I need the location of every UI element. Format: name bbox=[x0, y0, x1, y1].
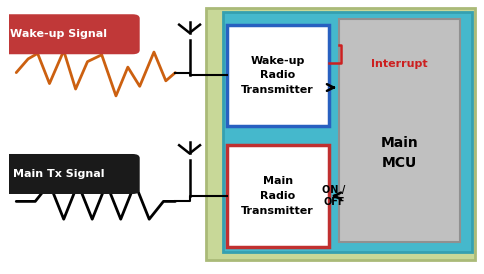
Text: Main
MCU: Main MCU bbox=[381, 136, 419, 170]
FancyBboxPatch shape bbox=[0, 14, 140, 54]
Text: ON /
OFF: ON / OFF bbox=[322, 185, 346, 207]
FancyBboxPatch shape bbox=[223, 12, 472, 252]
FancyBboxPatch shape bbox=[206, 8, 474, 260]
Text: Interrupt: Interrupt bbox=[371, 59, 428, 69]
Text: Main
Radio
Transmitter: Main Radio Transmitter bbox=[242, 176, 314, 216]
Text: Main Tx Signal: Main Tx Signal bbox=[13, 169, 105, 179]
Text: Wake-up Signal: Wake-up Signal bbox=[11, 29, 107, 39]
FancyBboxPatch shape bbox=[0, 154, 140, 194]
FancyBboxPatch shape bbox=[227, 25, 329, 126]
FancyBboxPatch shape bbox=[227, 145, 329, 247]
FancyBboxPatch shape bbox=[339, 19, 460, 242]
Text: Wake-up
Radio
Transmitter: Wake-up Radio Transmitter bbox=[242, 56, 314, 95]
